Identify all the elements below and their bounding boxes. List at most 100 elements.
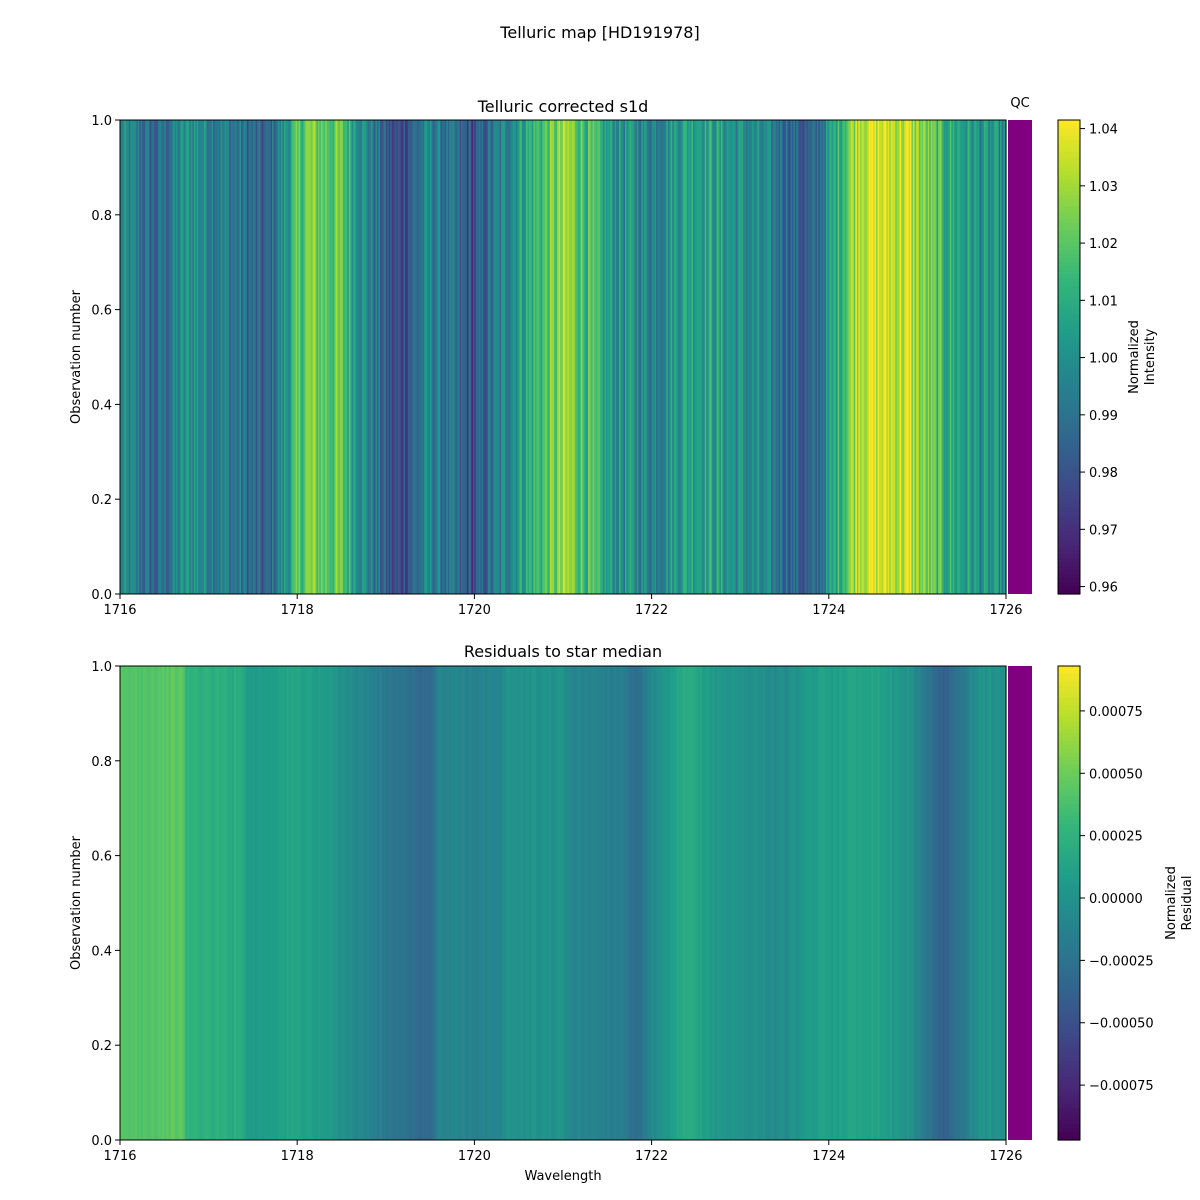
- heatmap-column: [634, 666, 638, 1140]
- heatmap-column: [539, 666, 543, 1140]
- heatmap-column: [565, 666, 568, 1140]
- heatmap-column: [900, 666, 904, 1140]
- heatmap-column: [989, 120, 992, 594]
- colorbar-segment: [1058, 329, 1080, 334]
- heatmap-column: [124, 120, 127, 594]
- heatmap-column: [702, 666, 705, 1140]
- heatmap-column: [347, 666, 351, 1140]
- heatmap-column: [643, 666, 646, 1140]
- heatmap-column: [723, 666, 727, 1140]
- heatmap-column: [883, 666, 887, 1140]
- heatmap-column: [731, 120, 734, 594]
- heatmap-column: [704, 666, 708, 1140]
- heatmap-column: [619, 666, 623, 1140]
- heatmap-column: [735, 666, 739, 1140]
- colorbar-segment: [1058, 404, 1080, 409]
- heatmap-column: [311, 120, 315, 594]
- heatmap-column: [932, 120, 935, 594]
- colorbar-segment: [1058, 745, 1080, 750]
- heatmap-column: [917, 120, 920, 594]
- heatmap-column: [775, 120, 778, 594]
- heatmap-column: [503, 666, 507, 1140]
- heatmap-column: [246, 120, 250, 594]
- colorbar-segment: [1058, 376, 1080, 382]
- colorbar-segment: [1058, 238, 1080, 244]
- heatmap-column: [1003, 120, 1006, 594]
- heatmap-column: [908, 666, 912, 1140]
- heatmap-column: [706, 666, 710, 1140]
- heatmap-column: [896, 120, 899, 594]
- heatmap-column: [136, 666, 140, 1140]
- heatmap-column: [784, 120, 787, 594]
- heatmap-column: [663, 120, 666, 594]
- heatmap-column: [231, 666, 235, 1140]
- heatmap-column: [843, 120, 846, 594]
- heatmap-column: [781, 120, 784, 594]
- heatmap-column: [383, 666, 387, 1140]
- heatmap-column: [453, 666, 457, 1140]
- heatmap-column: [549, 120, 552, 594]
- heatmap-column: [627, 120, 631, 594]
- heatmap-column: [786, 666, 790, 1140]
- heatmap-column: [828, 120, 831, 594]
- heatmap-column: [995, 120, 998, 594]
- heatmap-column: [221, 666, 224, 1140]
- colorbar-segment: [1058, 451, 1080, 457]
- heatmap-column: [938, 120, 941, 594]
- heatmap-column: [626, 666, 629, 1140]
- heatmap-column: [946, 120, 950, 594]
- colorbar-segment: [1058, 530, 1080, 536]
- heatmap-column: [189, 666, 193, 1140]
- heatmap-column: [481, 120, 484, 594]
- heatmap-column: [551, 120, 554, 594]
- panel-telluric-corrected: Telluric corrected s1d QC 1716 1718 1720 17…: [69, 96, 1158, 618]
- heatmap-column: [812, 120, 815, 594]
- heatmap-column: [743, 120, 746, 594]
- colorbar-segment: [1058, 171, 1080, 176]
- heatmap-column: [164, 120, 167, 594]
- heatmap-column: [913, 666, 916, 1140]
- heatmap-column: [356, 666, 359, 1140]
- heatmap-column: [803, 120, 806, 594]
- heatmap-column: [155, 666, 159, 1140]
- heatmap-column: [358, 666, 362, 1140]
- heatmap-column: [999, 666, 1003, 1140]
- heatmap-column: [493, 120, 496, 594]
- heatmap-column: [495, 120, 498, 594]
- heatmap-column: [617, 120, 620, 594]
- heatmap-column: [284, 666, 288, 1140]
- heatmap-column: [529, 120, 532, 594]
- heatmap-column: [927, 666, 931, 1140]
- heatmap-column: [904, 666, 908, 1140]
- heatmap-column: [780, 666, 783, 1140]
- heatmap-column: [502, 120, 505, 594]
- colorbar-segment: [1058, 887, 1080, 892]
- heatmap-column: [574, 120, 577, 594]
- y-tick-label: 0.0: [91, 1134, 112, 1149]
- heatmap-column: [373, 666, 376, 1140]
- heatmap-column: [831, 120, 834, 594]
- heatmap-column: [776, 666, 779, 1140]
- heatmap-column: [952, 120, 955, 594]
- heatmap-column: [531, 120, 535, 594]
- heatmap-column: [205, 120, 208, 594]
- heatmap-column: [687, 120, 690, 594]
- heatmap-column: [472, 120, 475, 594]
- colorbar-segment: [1058, 764, 1080, 770]
- heatmap-column: [959, 666, 963, 1140]
- colorbar-segment: [1058, 776, 1080, 782]
- colorbar-segment: [1058, 1041, 1080, 1046]
- heatmap-column: [147, 666, 151, 1140]
- colorbar-segment: [1058, 234, 1080, 240]
- heatmap-column: [760, 120, 763, 594]
- colorbar-segment: [1058, 1112, 1080, 1117]
- heatmap-column: [650, 120, 653, 594]
- heatmap-column: [250, 666, 254, 1140]
- heatmap-column: [280, 666, 284, 1140]
- colorbar-segment: [1058, 808, 1080, 813]
- colorbar-segment: [1058, 681, 1080, 687]
- heatmap-column: [366, 666, 370, 1140]
- heatmap-column: [811, 666, 815, 1140]
- y-tick-label: 0.2: [91, 493, 112, 508]
- heatmap-column: [525, 666, 528, 1140]
